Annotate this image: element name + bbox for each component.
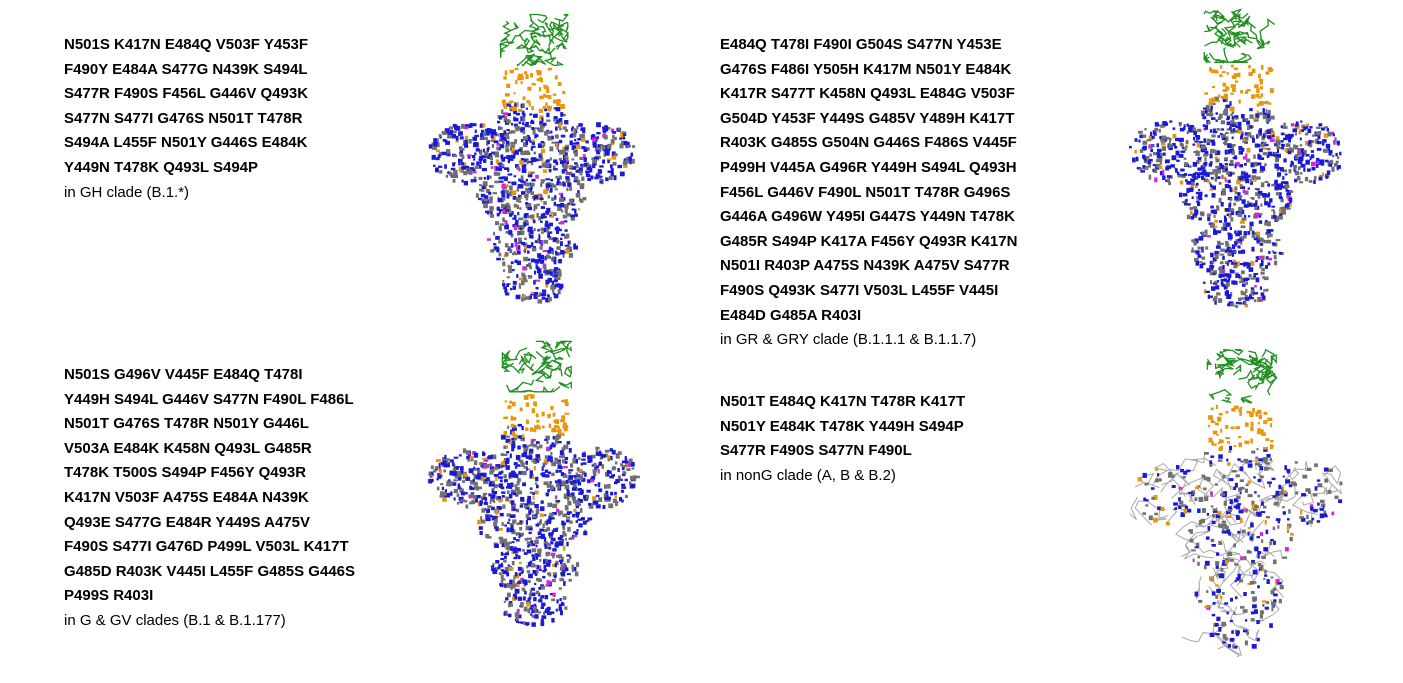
mutation-line: N501S K417N E484Q V503F Y453F (64, 36, 309, 53)
mutation-line: K417R S477T K458N Q493L E484G V503F (720, 85, 1015, 103)
mutation-line: S477N S477I G476S N501T T478R (64, 109, 303, 127)
mutation-line: E484Q T478I F490I G504S S477N Y453E (720, 36, 1002, 53)
mutation-line: G504D Y453F Y449S G485V Y489H K417T (720, 109, 1015, 127)
spike-structure-gr-gry (1125, 5, 1345, 315)
mutation-line: T478K T500S S494P F456Y Q493R (64, 464, 307, 482)
panel-gr-gry-clade: E484Q T478I F490I G504S S477N Y453E G476… (720, 33, 1017, 352)
mutation-line: G446A G496W Y495I G447S Y449N T478K (720, 208, 1015, 226)
mutation-line: Y449N T478K Q493L S494P (64, 158, 259, 176)
mutation-line: P499S R403I (64, 587, 154, 605)
mutation-line: P499H V445A G496R Y449H S494L Q493H (720, 158, 1017, 176)
mutation-line: S477R F490S F456L G446V Q493K (64, 85, 309, 103)
panel-nong-clade: N501T E484Q K417N T478R K417T N501Y E484… (720, 390, 965, 488)
mutation-line: R403K G485S G504N G446S F486S V445F (720, 134, 1017, 152)
mutation-line: F490Y E484A S477G N439K S494L (64, 60, 308, 78)
mutation-line: F490S Q493K S477I V503L L455F V445I (720, 281, 999, 299)
mutation-line: S494A L455F N501Y G446S E484K (64, 134, 308, 152)
mutation-list: E484Q T478I F490I G504S S477N Y453E G476… (720, 33, 1017, 328)
spike-structure-image (1129, 8, 1342, 308)
clade-label: in nonG clade (A, B & B.2) (720, 466, 896, 484)
mutation-line: G485D R403K V445I L455F G485S G446S (64, 562, 356, 580)
panel-gh-clade: N501S K417N E484Q V503F Y453F F490Y E484… (64, 33, 308, 205)
mutation-line: K417N V503F A475S E484A N439K (64, 488, 309, 506)
mutation-line: N501S G496V V445F E484Q T478I (64, 366, 303, 383)
mutation-line: N501Y E484K T478K Y449H S494P (720, 417, 964, 435)
mutation-line: Y449H S494L G446V S477N F490L F486L (64, 390, 354, 408)
mutation-line: F456L G446V F490L N501T T478R G496S (720, 183, 1011, 201)
spike-structure-image (427, 340, 640, 627)
mutation-list: N501S G496V V445F E484Q T478I Y449H S494… (64, 363, 355, 609)
spike-structure-image (428, 13, 635, 304)
mutation-line: N501I R403P A475S N439K A475V S477R (720, 257, 1010, 275)
spike-structure-nong (1130, 345, 1345, 657)
clade-label: in GR & GRY clade (B.1.1.1 & B.1.1.7) (720, 331, 977, 349)
mutation-line: E484D G485A R403I (720, 306, 862, 324)
mutation-list: N501S K417N E484Q V503F Y453F F490Y E484… (64, 33, 308, 181)
spike-structure-g-gv (425, 337, 640, 633)
mutation-line: S477R F490S S477N F490L (720, 442, 912, 460)
mutation-line: V503A E484K K458N Q493L G485R (64, 439, 312, 457)
mutation-line: N501T G476S T478R N501Y G446L (64, 415, 309, 433)
mutation-line: Q493E S477G E484R Y449S A475V (64, 513, 311, 531)
mutation-line: F490S S477I G476D P499L V503L K417T (64, 538, 349, 556)
panel-g-gv-clades: N501S G496V V445F E484Q T478I Y449H S494… (64, 363, 355, 633)
mutation-line: G485R S494P K417A F456Y Q493R K417N (720, 232, 1018, 250)
mutation-line: N501T E484Q K417N T478R K417T (720, 393, 966, 410)
mutation-list: N501T E484Q K417N T478R K417T N501Y E484… (720, 390, 965, 464)
spike-structure-gh (425, 10, 635, 310)
mutation-line: G476S F486I Y505H K417M N501Y E484K (720, 60, 1012, 78)
clade-label: in GH clade (B.1.*) (64, 183, 190, 201)
spike-structure-image (1130, 348, 1343, 657)
clade-label: in G & GV clades (B.1 & B.1.177) (64, 611, 286, 629)
